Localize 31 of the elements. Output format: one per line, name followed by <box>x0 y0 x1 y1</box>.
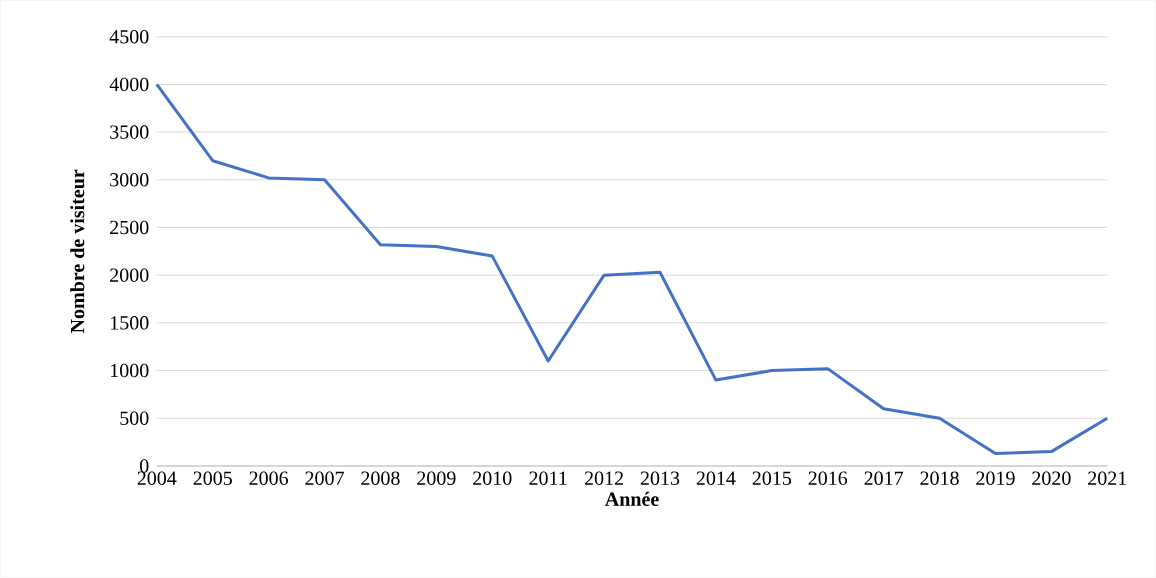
x-tick-label: 2021 <box>1088 471 1127 486</box>
x-tick-label: 2005 <box>193 471 232 486</box>
y-tick-label: 1500 <box>110 316 149 330</box>
x-tick-label: 2007 <box>305 471 344 486</box>
x-tick-label: 2006 <box>249 471 289 486</box>
x-tick-label: 2008 <box>361 471 400 486</box>
y-tick-label: 0 <box>140 459 149 473</box>
x-tick-label: 2017 <box>864 471 904 486</box>
x-tick-label: 2016 <box>808 471 848 486</box>
y-tick-label: 3500 <box>110 125 149 139</box>
x-tick-label: 2020 <box>1032 471 1071 486</box>
y-tick-label: 2500 <box>110 220 149 235</box>
x-tick-label: 2009 <box>417 471 456 486</box>
y-tick-label: 2000 <box>110 268 149 283</box>
y-tick-label: 1000 <box>110 363 149 378</box>
line-series <box>155 83 1109 456</box>
x-tick-label: 2012 <box>584 471 623 486</box>
y-tick-label: 3000 <box>110 173 149 187</box>
x-tick-label: 2018 <box>920 471 959 486</box>
x-tick-label: 2011 <box>529 471 567 486</box>
x-tick-label: 2010 <box>473 471 512 486</box>
y-tick-label: 4000 <box>109 77 149 92</box>
x-tick-label: 2013 <box>640 471 680 486</box>
x-tick-label: 2004 <box>137 471 177 486</box>
x-tick-label: 2014 <box>696 471 736 486</box>
x-tick-label: 2019 <box>976 471 1015 486</box>
x-tick-label: 2015 <box>752 471 792 486</box>
y-tick-label: 500 <box>120 411 149 426</box>
y-axis-title: Nombre de visiteur <box>70 169 85 334</box>
x-axis-title: Année <box>604 492 659 507</box>
y-tick-label: 4500 <box>109 30 149 44</box>
